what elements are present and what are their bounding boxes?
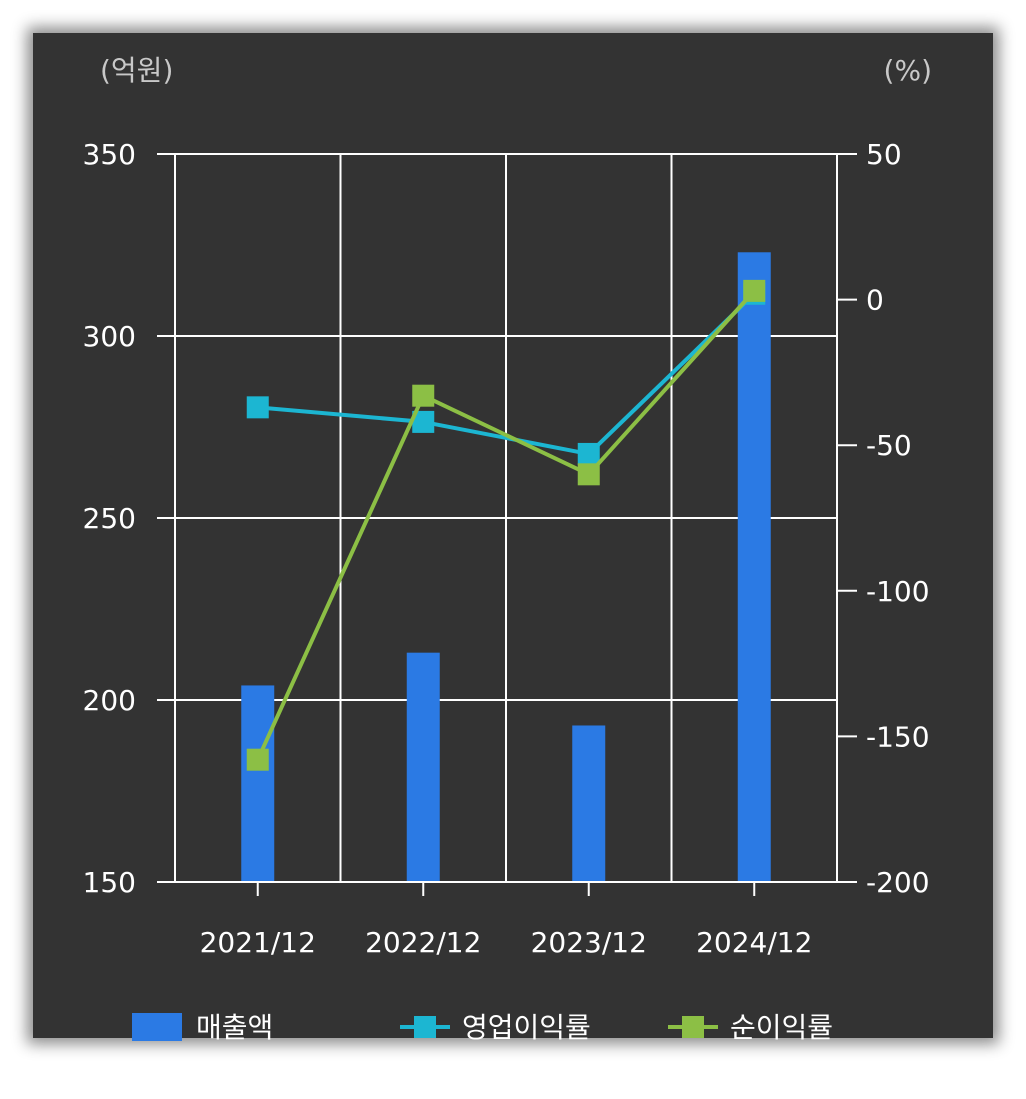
point-marker <box>412 384 435 407</box>
x-tick-label: 2022/12 <box>365 926 481 959</box>
bar <box>737 252 771 882</box>
series-line <box>255 289 756 761</box>
bar <box>406 652 440 882</box>
left-axis-unit: (억원) <box>100 54 173 87</box>
left-tick-label: 250 <box>83 502 136 535</box>
legend-label: 영업이익률 <box>462 1011 591 1044</box>
point-marker <box>577 463 600 486</box>
legend-label: 매출액 <box>196 1011 273 1044</box>
chart-panel <box>33 33 993 1038</box>
right-tick-label: -150 <box>866 720 930 753</box>
legend-label: 순이익률 <box>730 1011 833 1044</box>
point-marker <box>412 410 435 433</box>
series-line <box>257 292 756 456</box>
legend-swatch-marker <box>414 1016 436 1038</box>
point-marker <box>743 279 766 302</box>
x-tick-label: 2023/12 <box>531 926 647 959</box>
point-marker <box>246 748 269 771</box>
point-marker <box>246 396 269 419</box>
bar-series <box>241 252 771 882</box>
left-tick-label: 300 <box>83 320 136 353</box>
legend: 매출액 영업이익률 순이익률 <box>132 1011 833 1044</box>
legend-swatch-marker <box>682 1016 704 1038</box>
x-tick-label: 2021/12 <box>200 926 316 959</box>
bar <box>572 725 606 882</box>
left-tick-label: 150 <box>83 866 136 899</box>
left-tick-label: 200 <box>83 684 136 717</box>
left-tick-label: 350 <box>83 138 136 171</box>
legend-swatch-bar <box>132 1013 182 1041</box>
right-tick-label: -200 <box>866 866 930 899</box>
right-tick-label: 0 <box>866 284 884 317</box>
grid-lines <box>174 153 838 882</box>
bar <box>241 685 275 882</box>
x-tick-label: 2024/12 <box>696 926 812 959</box>
right-tick-label: -50 <box>866 429 912 462</box>
right-tick-label: 50 <box>866 138 902 171</box>
point-marker <box>577 442 600 465</box>
right-tick-label: -100 <box>866 575 930 608</box>
axes: 150 200 250 300 350 -200 -150 -100 -50 0 50 2021/12… <box>83 138 930 959</box>
line-series <box>246 279 766 771</box>
right-axis-unit: (%) <box>884 54 932 87</box>
